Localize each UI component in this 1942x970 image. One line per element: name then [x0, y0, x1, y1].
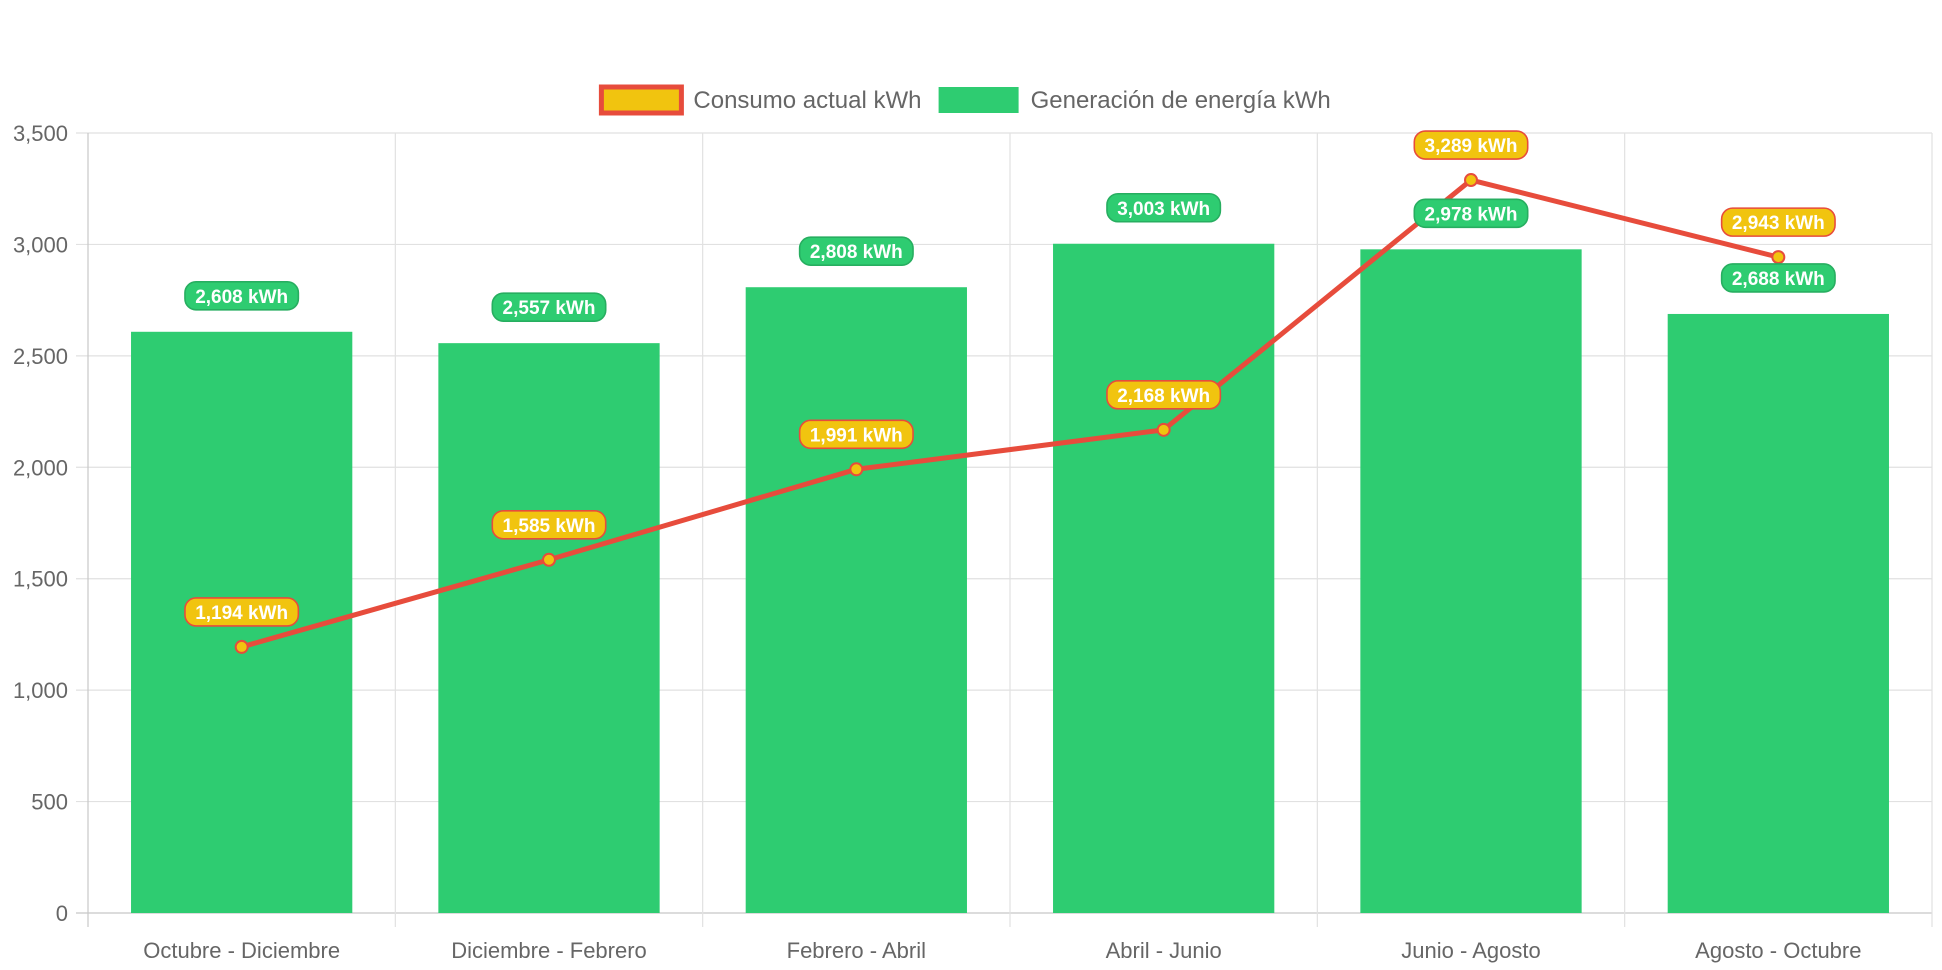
generation-data-label-background [1106, 192, 1222, 223]
grid [76, 132, 1933, 927]
generation-bar [438, 343, 660, 913]
generation-data-label: 2,978 kWh [1413, 198, 1529, 229]
generation-data-label: 3,003 kWh [1106, 192, 1222, 223]
consumption-data-label: 2,168 kWh [1106, 380, 1222, 410]
x-tick-label: Agosto - Octubre [1695, 938, 1861, 963]
y-tick-label: 1,500 [13, 567, 68, 592]
consumption-data-label-text: 1,194 kWh [195, 603, 288, 624]
consumption-point [234, 639, 249, 654]
y-axis: 0 500 1,000 1,500 2,000 2,500 3,000 3,500 [13, 121, 68, 926]
generation-data-label-text: 2,808 kWh [810, 242, 903, 263]
generation-bar [1667, 313, 1889, 914]
legend-item-generation-swatch [938, 87, 1019, 113]
consumption-data-label-text: 3,289 kWh [1425, 136, 1518, 157]
consumption-data-label-text: 1,991 kWh [810, 425, 903, 446]
x-tick-label: Octubre - Diciembre [143, 938, 340, 963]
generation-data-label-text: 2,978 kWh [1425, 204, 1518, 225]
y-tick-label: 0 [56, 901, 68, 926]
x-tick-label: Abril - Junio [1106, 938, 1222, 963]
legend-item-generation: Generación de energía kWh [938, 87, 1331, 114]
consumption-data-label-background [1106, 380, 1222, 410]
generation-bar [1360, 249, 1582, 913]
generation-data-label-background [1720, 263, 1836, 293]
legend-item-consumption-swatch [598, 84, 684, 116]
generation-data-label-background [1413, 198, 1529, 229]
consumption-data-label: 3,289 kWh [1413, 130, 1529, 160]
generation-data-label-text: 2,608 kWh [195, 287, 288, 308]
generation-data-label-text: 2,688 kWh [1732, 269, 1825, 290]
consumption-data-label-background [184, 597, 300, 627]
generation-data-label: 2,557 kWh [491, 292, 607, 322]
consumption-line [234, 173, 1786, 654]
y-tick-label: 2,000 [13, 455, 68, 480]
x-tick-label: Junio - Agosto [1401, 938, 1540, 963]
consumption-data-label-text: 2,943 kWh [1732, 213, 1825, 234]
y-tick-label: 3,000 [13, 232, 68, 257]
generation-bar [1053, 243, 1275, 913]
generation-data-label: 2,808 kWh [798, 236, 914, 267]
x-tick-label: Febrero - Abril [787, 938, 926, 963]
consumption-point [1464, 173, 1478, 188]
consumption-line-path [240, 177, 1779, 650]
consumption-data-label-text: 1,585 kWh [503, 516, 596, 537]
generation-data-label-background [491, 292, 607, 322]
legend-item-consumption-label: Consumo actual kWh [693, 87, 921, 114]
consumption-point [1156, 422, 1171, 437]
generation-data-label: 2,688 kWh [1720, 263, 1836, 293]
consumption-data-label-background [1413, 130, 1529, 160]
consumption-point [542, 552, 556, 567]
generation-data-label-background [798, 236, 914, 267]
consumption-data-label: 1,194 kWh [184, 597, 300, 627]
consumption-data-label: 2,943 kWh [1720, 207, 1836, 237]
y-tick-label: 3,500 [13, 121, 68, 146]
consumption-data-label: 1,585 kWh [491, 509, 607, 540]
y-tick-label: 500 [31, 790, 68, 815]
consumption-data-label: 1,991 kWh [798, 419, 914, 450]
data-labels: 2,608 kWh 2,557 kWh 2,808 kWh 3,003 kWh 2,97… [184, 130, 1836, 627]
generation-bar [745, 287, 967, 913]
legend-item-generation-label: Generación de energía kWh [1031, 87, 1331, 114]
consumption-point [1771, 250, 1786, 265]
y-tick-label: 1,000 [13, 678, 68, 703]
consumption-data-label-background [798, 419, 914, 450]
consumption-point [849, 462, 864, 477]
consumption-data-label-text: 2,168 kWh [1117, 386, 1210, 407]
x-tick-label: Diciembre - Febrero [451, 938, 647, 963]
y-tick-label: 2,500 [13, 344, 68, 369]
consumption-data-label-background [1720, 207, 1836, 237]
x-axis: Octubre - Diciembre Diciembre - Febrero Fe… [143, 938, 1861, 963]
legend-item-consumption: Consumo actual kWh [598, 84, 921, 116]
generation-data-label-background [184, 280, 300, 311]
generation-data-label-text: 3,003 kWh [1117, 199, 1210, 220]
generation-data-label-text: 2,557 kWh [503, 298, 596, 319]
generation-data-label: 2,608 kWh [184, 280, 300, 311]
legend: Consumo actual kWh Generación de energía … [598, 84, 1331, 116]
consumption-data-label-background [491, 509, 607, 540]
